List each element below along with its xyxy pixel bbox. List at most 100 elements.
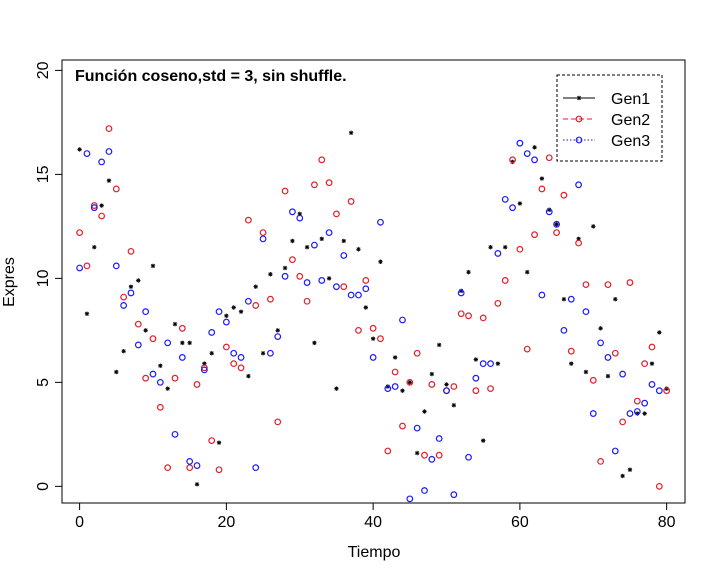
data-point-gen3 — [377, 218, 384, 226]
data-point-gen2 — [149, 335, 157, 343]
data-point-gen3 — [303, 279, 311, 286]
data-point-gen2 — [641, 360, 649, 368]
data-point-gen2 — [355, 326, 362, 334]
data-point-gen2 — [435, 451, 443, 459]
data-point-gen2 — [494, 299, 502, 307]
data-point-gen2 — [98, 212, 106, 220]
data-point-gen3 — [501, 195, 509, 203]
data-point-gen3 — [626, 410, 634, 417]
data-point-gen2 — [626, 279, 634, 286]
data-point-gen2 — [134, 320, 142, 328]
data-point-gen3 — [90, 204, 98, 212]
x-tick-label: 40 — [364, 514, 382, 531]
data-point-gen2 — [457, 310, 465, 318]
data-point-gen1 — [172, 321, 178, 327]
data-point-gen2 — [244, 216, 252, 224]
data-point-gen2 — [604, 281, 612, 289]
data-point-gen1 — [92, 244, 97, 250]
legend-label-gen2: Gen2 — [611, 112, 650, 129]
data-point-gen2 — [377, 335, 384, 343]
data-point-gen1 — [319, 236, 324, 242]
data-point-gen2 — [421, 451, 428, 459]
data-point-gen3 — [252, 464, 260, 472]
data-point-gen3 — [281, 272, 289, 280]
data-point-gen1 — [451, 403, 457, 408]
data-point-gen1 — [363, 305, 368, 310]
data-point-gen3 — [399, 316, 406, 324]
data-point-gen2 — [76, 229, 84, 237]
data-point-gen2 — [582, 281, 590, 289]
data-point-gen3 — [259, 235, 267, 243]
data-point-gen2 — [112, 185, 120, 193]
data-point-gen2 — [252, 302, 260, 309]
data-point-gen3 — [553, 220, 560, 228]
data-point-gen1 — [282, 265, 288, 271]
data-point-gen2 — [450, 383, 458, 390]
data-point-gen1 — [392, 355, 398, 360]
data-point-gen1 — [378, 259, 383, 264]
data-point-gen2 — [487, 385, 494, 393]
data-point-gen1 — [429, 371, 435, 377]
data-point-gen1 — [275, 328, 280, 333]
y-axis: 0 5 10 15 20 — [35, 61, 63, 491]
data-point-gen3 — [479, 360, 487, 368]
data-point-gen1 — [268, 272, 273, 277]
data-point-gen3 — [406, 495, 414, 503]
data-point-gen3 — [127, 289, 135, 297]
data-point-gen2 — [362, 277, 370, 284]
data-point-gen1 — [231, 305, 236, 310]
data-point-gen2 — [648, 343, 656, 351]
data-point-gen1 — [165, 386, 170, 391]
data-point-gen3 — [134, 341, 142, 349]
data-point-gen1 — [304, 244, 310, 250]
data-point-gen2 — [567, 347, 575, 355]
data-point-gen2 — [200, 364, 208, 372]
x-tick-label: 80 — [658, 514, 676, 531]
legend-marker-gen1 — [576, 95, 582, 101]
data-point-gen2 — [274, 418, 282, 426]
data-point-gen1 — [114, 369, 119, 375]
data-point-gen3 — [465, 453, 472, 461]
data-point-gen3 — [98, 158, 106, 166]
data-point-gen2 — [384, 447, 392, 455]
y-tick-label: 15 — [35, 165, 52, 183]
data-point-gen3 — [575, 181, 582, 189]
data-point-gen3 — [215, 308, 223, 316]
chart-title: Función coseno,std = 3, sin shuffle. — [75, 68, 347, 85]
data-point-gen1 — [532, 145, 537, 150]
data-point-gen1 — [326, 276, 332, 281]
data-point-gen1 — [525, 269, 530, 275]
data-point-gen2 — [465, 312, 472, 320]
data-point-gen2 — [545, 154, 553, 162]
data-point-gen1 — [561, 296, 567, 302]
data-point-gen3 — [582, 308, 590, 316]
data-point-gen2 — [399, 422, 406, 430]
data-point-gen3 — [325, 229, 333, 237]
legend: Gen1 Gen2 Gen3 — [556, 74, 663, 162]
x-axis-label: Tiempo — [348, 544, 401, 561]
data-point-gen1 — [620, 473, 625, 479]
data-point-gen1 — [539, 176, 545, 181]
data-point-gen2 — [516, 245, 524, 253]
data-point-gen2 — [589, 376, 597, 384]
legend-box — [556, 74, 663, 162]
data-point-gen1 — [194, 482, 200, 487]
data-point-gen1 — [554, 222, 559, 227]
data-point-gen3 — [333, 283, 340, 291]
data-point-gen1 — [370, 336, 376, 341]
data-point-gen2 — [215, 466, 223, 474]
data-point-gen3 — [200, 366, 208, 374]
data-point-gen2 — [538, 185, 546, 193]
data-point-gen1 — [312, 340, 317, 346]
data-point-gen2 — [479, 314, 487, 322]
data-point-gen1 — [341, 238, 346, 244]
x-axis: 0 20 40 60 80 — [75, 502, 676, 531]
data-point-gen1 — [400, 388, 405, 393]
data-point-gen3 — [619, 370, 627, 378]
data-point-gen1 — [246, 373, 251, 379]
data-point-gen3 — [472, 374, 480, 382]
data-point-gen3 — [560, 326, 568, 334]
data-point-gen1 — [238, 309, 244, 314]
data-points — [76, 125, 671, 503]
y-axis-label: Expres — [1, 257, 18, 307]
